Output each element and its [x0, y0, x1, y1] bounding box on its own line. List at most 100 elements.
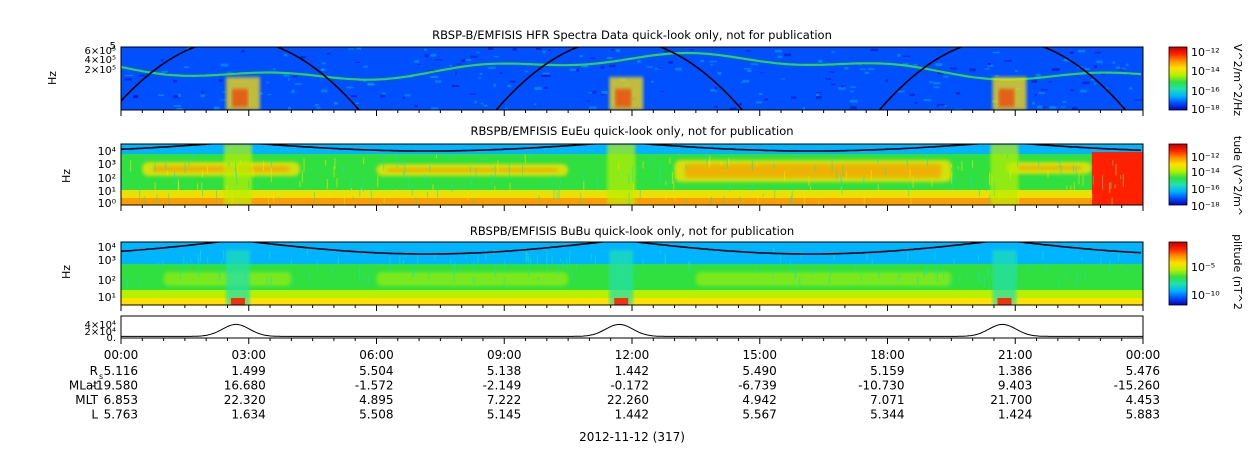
hfr-noise	[524, 70, 529, 73]
eueu-noise	[751, 158, 753, 172]
hfr-noise	[840, 85, 844, 89]
eueu-noise	[143, 196, 145, 205]
bubu-noise	[1076, 277, 1078, 285]
eueu-noise	[177, 179, 179, 191]
bubu-noise	[1016, 262, 1018, 269]
eueu-noise	[659, 162, 661, 176]
hfr-noise	[479, 72, 483, 75]
bubu-noise	[331, 267, 333, 274]
hfr-noise	[431, 107, 439, 110]
bubu-noise	[934, 252, 936, 260]
eueu-noise	[268, 192, 270, 205]
bubu-perigee-column	[992, 250, 1017, 305]
eueu-noise	[237, 167, 239, 179]
colorbar-bubu-bar	[1168, 241, 1188, 306]
hfr-noise	[430, 75, 439, 79]
hfr-noise	[288, 107, 291, 110]
hfr-noise	[579, 55, 583, 58]
ephemeris-row-label: R	[90, 364, 98, 378]
eueu-noise	[1018, 189, 1020, 199]
eueu-noise	[989, 194, 991, 205]
ephemeris-row-sublabel: s	[99, 372, 103, 381]
hfr-noise	[1038, 92, 1045, 95]
eueu-noise	[334, 158, 336, 169]
eueu-emission-core	[684, 164, 942, 178]
panel-trace-ytick-2: 2×10⁴	[85, 327, 116, 338]
eueu-noise	[403, 171, 405, 179]
bubu-noise	[562, 261, 564, 271]
hfr-noise	[774, 49, 783, 53]
eueu-noise	[451, 185, 453, 192]
ephemeris-value: 5.145	[487, 408, 521, 422]
colorbar-eueu-label: tude (V^2/m^	[1231, 136, 1244, 216]
bubu-noise	[828, 274, 830, 284]
hfr-noise	[668, 61, 674, 64]
bubu-noise	[569, 251, 571, 255]
hfr-noise	[1125, 63, 1129, 66]
panel-bubu-spectrogram	[121, 242, 1143, 305]
eueu-noise	[774, 189, 776, 199]
eueu-noise	[236, 173, 238, 186]
panel-bubu: RBSPB/EMFISIS BuBu quick-look only, not …	[60, 224, 1144, 311]
hfr-noise	[1082, 81, 1090, 85]
ephemeris-value: 22.260	[607, 393, 649, 407]
hfr-noise	[850, 86, 856, 88]
bubu-noise	[362, 276, 364, 284]
bubu-noise	[988, 270, 990, 278]
eueu-noise	[885, 167, 887, 175]
hfr-noise	[591, 90, 597, 94]
bubu-noise	[389, 256, 391, 270]
hfr-noise	[173, 79, 177, 83]
eueu-noise	[1114, 184, 1116, 189]
eueu-noise	[437, 186, 439, 198]
eueu-noise	[685, 164, 687, 170]
hfr-noise	[587, 92, 596, 94]
hfr-noise	[469, 93, 477, 95]
bubu-noise	[450, 259, 452, 264]
hfr-noise	[600, 93, 605, 96]
bubu-noise	[664, 254, 666, 265]
hfr-noise	[542, 72, 550, 75]
hfr-noise	[601, 91, 608, 94]
eueu-noise	[988, 173, 990, 186]
hfr-noise	[709, 60, 717, 63]
eueu-noise	[1007, 154, 1009, 159]
bubu-noise	[983, 275, 985, 288]
eueu-noise	[842, 165, 844, 177]
eueu-noise	[154, 158, 156, 173]
bubu-noise	[899, 271, 901, 280]
hfr-noise	[838, 87, 846, 90]
bubu-noise	[417, 255, 419, 267]
bubu-noise	[477, 255, 479, 264]
hfr-noise	[477, 77, 481, 79]
bubu-noise	[162, 260, 164, 268]
panel-eueu-ytick-5: 10⁰	[98, 197, 117, 210]
eueu-noise	[273, 190, 275, 203]
eueu-noise	[720, 161, 722, 166]
eueu-noise	[629, 195, 631, 200]
hfr-noise	[186, 47, 191, 50]
bubu-perigee-spot	[614, 298, 629, 305]
eueu-noise	[773, 164, 775, 169]
bubu-noise	[157, 261, 159, 267]
eueu-noise	[469, 166, 471, 173]
eueu-noise	[301, 171, 303, 183]
bubu-noise	[221, 260, 223, 269]
eueu-noise	[912, 175, 914, 189]
eueu-noise	[429, 165, 431, 173]
hfr-noise	[504, 107, 508, 110]
colorbar-hfr-tick-4: 10⁻¹⁸	[1191, 103, 1220, 116]
time-tick-label: 09:00	[487, 348, 522, 362]
colorbar-bubu: 10⁻⁵ 10⁻¹⁰ plitude (nT^2	[1168, 234, 1244, 310]
panel-hfr-spectrogram	[121, 47, 1143, 110]
eueu-noise	[790, 195, 792, 205]
hfr-noise	[909, 93, 916, 97]
hfr-noise	[321, 89, 328, 93]
eueu-noise	[424, 174, 426, 184]
hfr-noise	[1093, 82, 1097, 85]
bubu-noise	[551, 255, 553, 264]
eueu-noise	[262, 160, 264, 171]
hfr-noise	[714, 86, 717, 90]
eueu-noise	[632, 183, 634, 198]
hfr-noise	[222, 91, 227, 93]
